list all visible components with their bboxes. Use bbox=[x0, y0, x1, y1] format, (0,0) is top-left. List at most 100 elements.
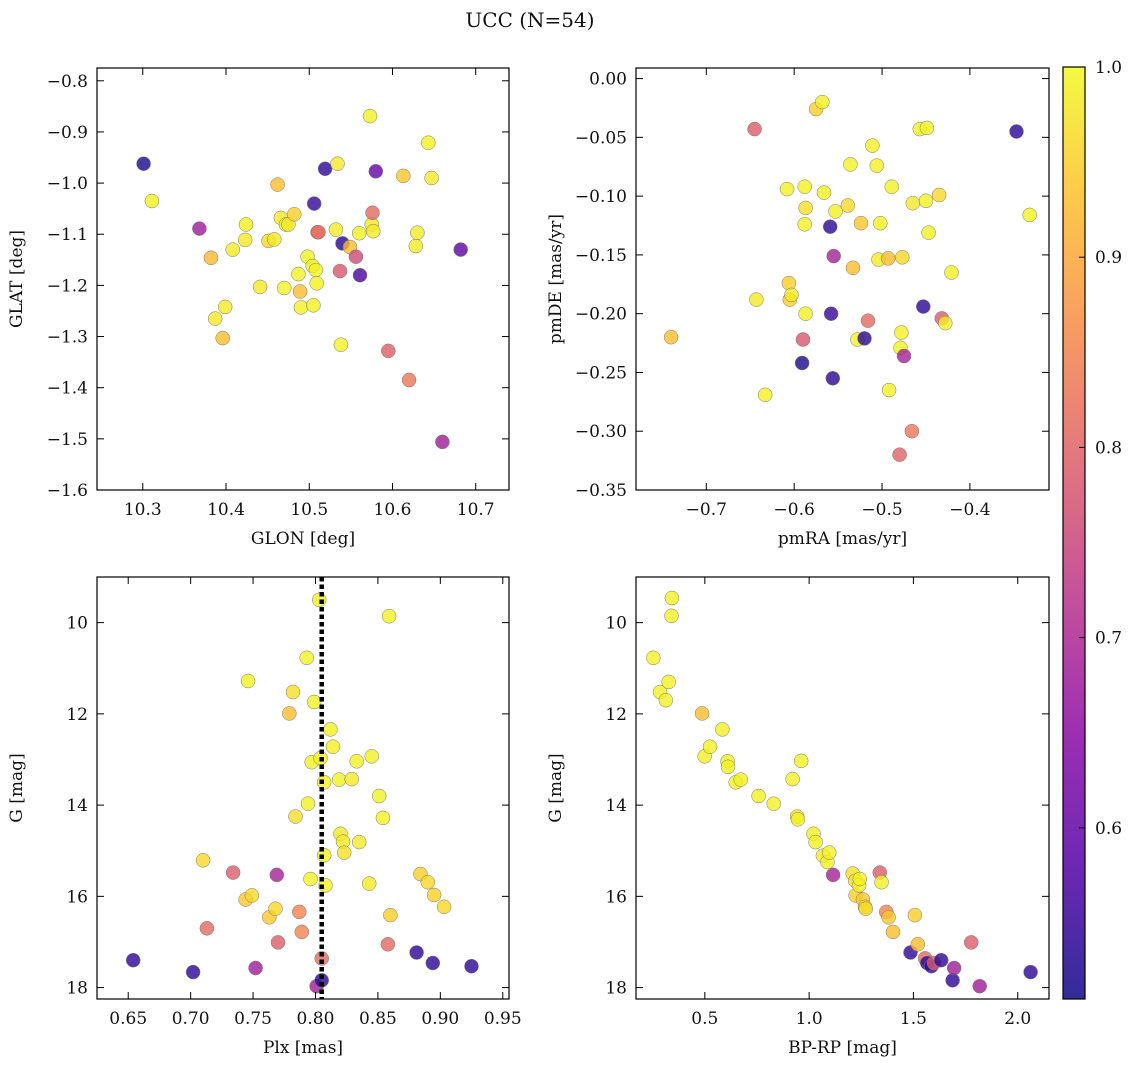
data-point bbox=[268, 901, 283, 916]
data-point bbox=[860, 313, 876, 328]
x-tick-label: 0.85 bbox=[359, 1009, 397, 1029]
colorbar-tick-label: 0.7 bbox=[1095, 629, 1122, 649]
data-point bbox=[815, 94, 830, 110]
data-point bbox=[664, 590, 680, 606]
data-point bbox=[185, 964, 201, 980]
y-tick-label: 16 bbox=[66, 887, 88, 907]
scatter-panel-1: 10.3 10.4 10.5 10.6 10.7 −0.8 −0.9 −1.0 −1.1 −1.2… bbox=[7, 67, 510, 549]
data-point bbox=[793, 753, 809, 769]
data-point bbox=[749, 292, 764, 307]
data-point bbox=[840, 198, 856, 213]
data-point bbox=[408, 238, 424, 254]
data-point bbox=[798, 200, 813, 216]
data-point bbox=[309, 276, 324, 291]
x-tick-label: 2.0 bbox=[1004, 1009, 1031, 1029]
data-point bbox=[215, 330, 230, 346]
x-tick-label: 10.5 bbox=[290, 500, 328, 520]
data-point bbox=[349, 754, 364, 769]
data-point bbox=[825, 867, 841, 883]
data-point bbox=[784, 287, 799, 303]
x-axis-label: BP-RP [mag] bbox=[788, 1038, 897, 1058]
data-points bbox=[136, 108, 468, 450]
y-tick-label: −1.2 bbox=[47, 276, 88, 296]
data-point bbox=[401, 372, 417, 388]
data-point bbox=[798, 306, 813, 321]
data-point bbox=[881, 910, 896, 925]
data-point bbox=[292, 904, 307, 920]
y-axis-label: G [mag] bbox=[7, 753, 27, 822]
data-point bbox=[344, 771, 359, 787]
data-point bbox=[207, 311, 223, 326]
data-point bbox=[963, 935, 979, 950]
plot-frame bbox=[96, 67, 510, 491]
data-point bbox=[790, 812, 806, 827]
data-point bbox=[299, 650, 314, 666]
data-point bbox=[916, 299, 931, 314]
data-point bbox=[921, 225, 936, 240]
y-tick-label: −0.10 bbox=[575, 187, 627, 207]
data-point bbox=[892, 447, 907, 462]
data-point bbox=[880, 251, 896, 266]
data-point bbox=[421, 135, 436, 150]
data-point bbox=[694, 706, 710, 721]
data-point bbox=[843, 157, 858, 172]
data-point bbox=[857, 331, 872, 346]
data-point bbox=[328, 222, 344, 237]
data-point bbox=[938, 315, 953, 331]
data-point bbox=[410, 225, 425, 240]
data-point bbox=[306, 196, 322, 211]
data-point bbox=[314, 973, 329, 988]
data-point bbox=[895, 250, 910, 265]
data-point bbox=[896, 348, 912, 364]
data-point bbox=[825, 371, 841, 386]
x-tick-label: 1.0 bbox=[796, 1009, 823, 1029]
x-tick-label: −0.5 bbox=[861, 500, 902, 520]
data-point bbox=[661, 674, 676, 690]
data-point bbox=[248, 960, 263, 976]
data-point bbox=[663, 329, 679, 345]
y-tick-label: −1.4 bbox=[47, 379, 88, 399]
y-tick-label: −0.25 bbox=[575, 363, 627, 383]
data-point bbox=[330, 156, 345, 171]
data-point bbox=[362, 108, 378, 124]
data-point bbox=[853, 215, 869, 231]
plot-frame bbox=[96, 576, 510, 1000]
y-tick-label: −1.0 bbox=[47, 174, 88, 194]
data-point bbox=[1009, 124, 1024, 139]
x-tick-label: 0.5 bbox=[691, 1009, 718, 1029]
data-point bbox=[766, 796, 781, 811]
data-point bbox=[364, 749, 379, 764]
data-point bbox=[333, 337, 349, 352]
data-point bbox=[409, 945, 424, 960]
data-point bbox=[136, 156, 151, 171]
y-tick-label: 0.00 bbox=[589, 70, 627, 90]
data-point bbox=[874, 874, 889, 890]
data-point bbox=[316, 775, 332, 790]
data-point bbox=[375, 810, 391, 826]
y-tick-label: −1.6 bbox=[47, 481, 88, 501]
x-tick-label: 10.4 bbox=[207, 500, 245, 520]
data-point bbox=[426, 887, 442, 903]
data-point bbox=[881, 382, 897, 398]
plot-frame bbox=[635, 576, 1050, 1000]
data-point bbox=[317, 161, 333, 177]
data-point bbox=[314, 951, 329, 966]
data-point bbox=[781, 275, 797, 291]
data-point bbox=[225, 242, 240, 257]
data-point bbox=[884, 179, 899, 194]
colorbar-tick-label: 0.8 bbox=[1095, 438, 1122, 458]
data-point bbox=[217, 299, 233, 315]
data-point bbox=[858, 901, 873, 916]
data-point bbox=[300, 796, 316, 811]
data-point bbox=[785, 771, 800, 787]
data-point bbox=[303, 871, 318, 887]
x-tick-label: 10.3 bbox=[124, 500, 162, 520]
x-tick-label: −0.4 bbox=[949, 500, 990, 520]
y-tick-label: 10 bbox=[66, 614, 88, 634]
y-tick-label: −0.30 bbox=[575, 422, 627, 442]
data-point bbox=[203, 250, 219, 266]
data-point bbox=[931, 187, 947, 203]
data-point bbox=[907, 907, 923, 923]
data-point bbox=[125, 952, 141, 968]
